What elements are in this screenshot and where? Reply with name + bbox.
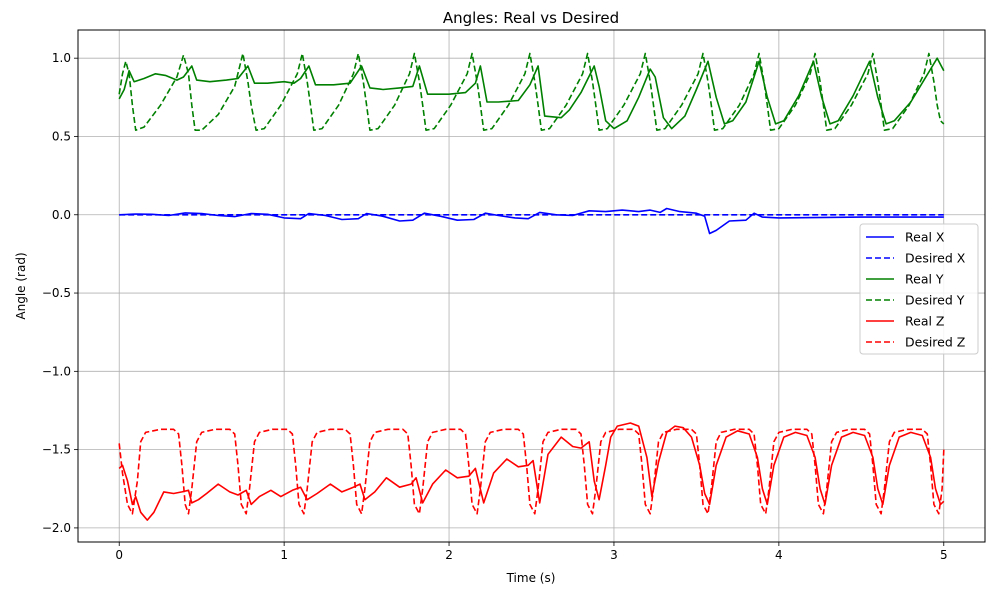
x-axis-title: Time (s) — [506, 571, 556, 585]
legend: Real X Desired X Real Y Desired Y Real Z Desi… — [859, 223, 979, 355]
plot-area-frame — [77, 29, 986, 543]
axis-ticks: 0 1 2 3 4 5 1.0 0.5 0.0 −0.5 −1.0 −1.5 −2.0 — [42, 51, 948, 562]
chart-title: Angles: Real vs Desired — [443, 9, 619, 27]
series-lines — [118, 52, 945, 521]
y-tick-label: −1.5 — [42, 443, 71, 457]
x-tick-label: 0 — [115, 548, 123, 562]
y-axis-title: Angle (rad) — [14, 252, 28, 319]
legend-label-real-y: Real Y — [905, 272, 944, 287]
y-tick-label: −2.0 — [42, 521, 71, 535]
y-tick-label: 0.0 — [52, 208, 71, 222]
series-line-real-y — [118, 57, 945, 130]
y-tick-label: −1.0 — [42, 364, 71, 378]
legend-label-real-z: Real Z — [905, 314, 944, 329]
legend-label-desired-z: Desired Z — [905, 335, 965, 350]
x-tick-label: 3 — [610, 548, 618, 562]
series-line-real-z — [118, 422, 945, 521]
y-tick-label: 0.5 — [52, 129, 71, 143]
x-tick-label: 2 — [445, 548, 453, 562]
series-line-desired-z — [118, 428, 945, 515]
y-tick-label: 1.0 — [52, 51, 71, 65]
x-tick-label: 5 — [940, 548, 948, 562]
legend-label-real-x: Real X — [905, 230, 945, 245]
legend-label-desired-y: Desired Y — [905, 293, 965, 308]
legend-label-desired-x: Desired X — [905, 251, 966, 266]
y-tick-label: −0.5 — [42, 286, 71, 300]
x-tick-label: 1 — [280, 548, 288, 562]
x-tick-label: 4 — [775, 548, 783, 562]
series-line-desired-y — [118, 52, 945, 131]
